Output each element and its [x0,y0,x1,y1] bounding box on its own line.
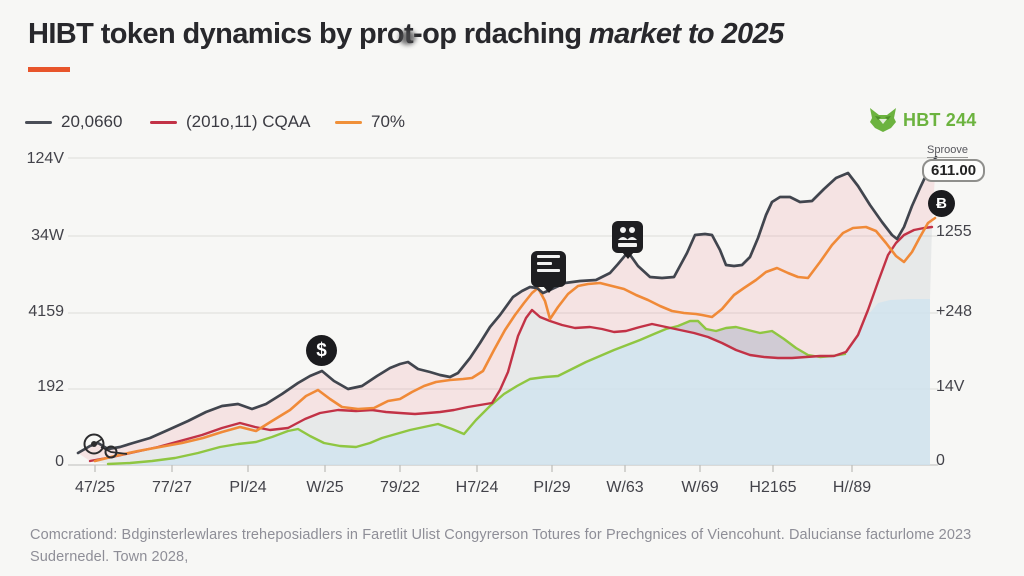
legend-dash-red [150,120,177,124]
x-axis-label: PI/29 [533,479,571,496]
x-axis-label: W/69 [681,479,719,496]
title-smudge [399,30,416,45]
people-bubble-icon [612,221,643,259]
y-left-label: 192 [37,378,64,395]
list-bar [537,262,552,265]
y-left-label: 34W [31,227,64,244]
y-right-label: 0 [936,452,945,469]
y-right-label: 1255 [936,223,972,240]
legend-label-orange: 70% [371,112,406,131]
legend-dash-dark [25,120,52,124]
coin-icon: Ƀ [928,190,955,217]
y-right-label: 14V [936,378,965,395]
page-title-main: HIBT token dynamics by prot-op rdaching [28,18,589,50]
page-title-emphasis: market to 2025 [588,18,784,50]
fox-icon [870,108,896,132]
series-line-orange [93,216,937,463]
people-glyph [618,227,637,247]
y-left-label: 0 [55,453,64,470]
brand-label: HBT 244 [903,109,977,130]
x-axis-label: 47/25 [74,479,116,496]
doodle-bicycle-icon [83,433,128,459]
x-axis-label: H//89 [832,479,872,496]
x-axis-label: W/63 [606,479,644,496]
coin-glyph: Ƀ [936,195,947,212]
list-bar [537,255,560,258]
list-bubble-icon [531,251,566,293]
x-axis-label: PI/24 [229,479,267,496]
legend-item-dark: 20,0660 [25,112,122,132]
dollar-glyph: $ [316,339,327,361]
annotation-value-pill: 611.00 [922,159,986,182]
page-title: HIBT token dynamics by prot-op rdaching … [28,18,928,51]
dollar-coin-icon: $ [306,335,337,366]
blue-area [108,299,930,465]
y-left-label: 124V [26,150,64,167]
legend-label-dark: 20,0660 [61,112,123,131]
y-left-label: 4159 [28,303,64,320]
title-accent-underline [28,67,70,72]
legend-dash-orange [335,120,362,124]
gray-band [90,227,932,464]
series-line-red [88,225,934,463]
pink-band [78,157,936,461]
x-axis-label: 79/22 [379,479,421,496]
x-axis-label: H7/24 [455,479,499,496]
legend-label-red: (201o,11) CQAA [186,112,311,131]
series-line-green [106,319,847,466]
legend-item-red: (201o,11) CQAA [150,112,310,132]
x-axis-label: W/25 [306,479,344,496]
y-right-label: +248 [936,303,973,320]
x-axis-label: 77/27 [151,479,193,496]
legend-item-orange: 70% [335,112,405,132]
brand-badge: HBT 244 [869,107,976,133]
x-axis-label: H2165 [749,479,797,496]
footnote-line-2: Sudernedel. Town 2028, [30,549,189,565]
list-bar [537,269,560,272]
footnote-line-1: Comcrationd: Bdginsterlewlares treheposi… [30,527,972,543]
annotation-caption: Sproove [927,144,968,158]
